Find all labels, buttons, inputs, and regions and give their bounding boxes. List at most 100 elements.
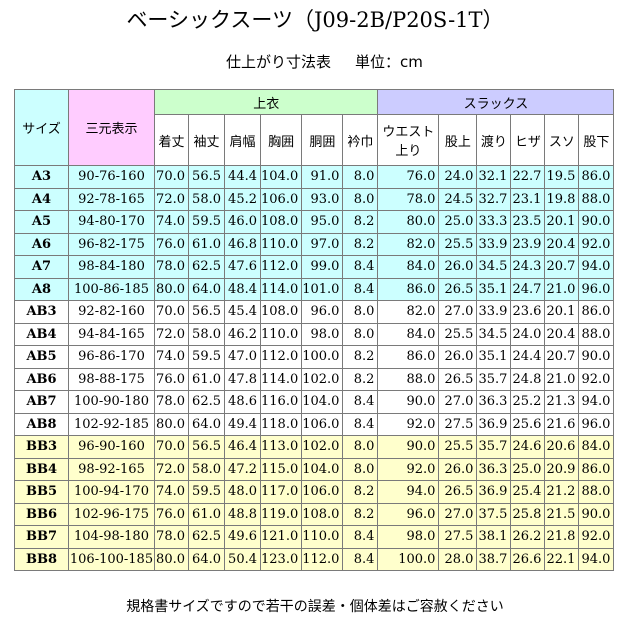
value-cell: 56.5 [188, 435, 225, 459]
size-cell: AB7 [14, 390, 69, 414]
value-cell: 84.0 [578, 435, 615, 459]
header-combo: 三元表示 [68, 89, 155, 166]
value-cell: 25.4 [510, 480, 546, 504]
value-cell: 24.5 [438, 187, 478, 211]
value-cell: 108.0 [259, 300, 303, 324]
value-cell: 96.0 [578, 412, 615, 436]
size-cell: BB5 [14, 480, 69, 504]
value-cell: 76.0 [377, 165, 440, 189]
value-cell: 27.0 [438, 300, 478, 324]
value-cell: 25.6 [510, 412, 546, 436]
value-cell: 34.5 [476, 322, 512, 346]
value-cell: 19.5 [544, 165, 580, 189]
value-cell: 59.5 [188, 345, 225, 369]
header-col: 胴囲 [301, 114, 344, 166]
size-cell: BB6 [14, 502, 69, 526]
header-col: 衿巾 [342, 114, 379, 166]
value-cell: 36.9 [476, 412, 512, 436]
value-cell: 90.0 [578, 345, 615, 369]
value-cell: 20.4 [544, 322, 580, 346]
value-cell: 26.0 [438, 345, 478, 369]
value-cell: 93.0 [301, 187, 344, 211]
value-cell: 108.0 [259, 210, 303, 234]
value-cell: 78.0 [154, 255, 189, 279]
value-cell: 94.0 [578, 547, 615, 571]
value-cell: 8.0 [342, 300, 379, 324]
value-cell: 117.0 [259, 480, 303, 504]
value-cell: 32.1 [476, 165, 512, 189]
size-cell: AB8 [14, 412, 69, 436]
value-cell: 8.4 [342, 390, 379, 414]
table-body: A3 90-76-160 70.0 56.5 44.4 104.0 91.0 8.0 76.0 2… [14, 165, 615, 571]
value-cell: 25.0 [510, 457, 546, 481]
value-cell: 47.2 [224, 457, 261, 481]
combo-cell: 102-96-175 [68, 502, 155, 526]
value-cell: 72.0 [154, 187, 189, 211]
value-cell: 56.5 [188, 300, 225, 324]
table-row: AB7 100-90-180 78.0 62.5 48.6 116.0 104.0 8.4 90… [14, 390, 615, 414]
value-cell: 36.3 [476, 390, 512, 414]
value-cell: 25.5 [438, 435, 478, 459]
value-cell: 88.0 [377, 367, 440, 391]
disclaimer-note: 規格書サイズですので若干の誤差・個体差はご容赦ください [126, 599, 504, 615]
value-cell: 56.5 [188, 165, 225, 189]
value-cell: 8.0 [342, 435, 379, 459]
value-cell: 100.0 [301, 345, 344, 369]
combo-cell: 96-90-160 [68, 435, 155, 459]
value-cell: 26.0 [438, 457, 478, 481]
value-cell: 8.4 [342, 277, 379, 301]
value-cell: 84.0 [377, 255, 440, 279]
value-cell: 33.9 [476, 232, 512, 256]
value-cell: 27.5 [438, 525, 478, 549]
value-cell: 94.0 [578, 390, 615, 414]
value-cell: 45.2 [224, 187, 261, 211]
value-cell: 74.0 [154, 210, 189, 234]
value-cell: 21.0 [544, 367, 580, 391]
value-cell: 47.0 [224, 345, 261, 369]
value-cell: 64.0 [188, 412, 225, 436]
value-cell: 48.0 [224, 480, 261, 504]
value-cell: 47.8 [224, 367, 261, 391]
value-cell: 21.2 [544, 480, 580, 504]
header-col: 胸囲 [259, 114, 303, 166]
value-cell: 58.0 [188, 187, 225, 211]
value-cell: 101.0 [301, 277, 344, 301]
table-row: AB3 92-82-160 70.0 56.5 45.4 108.0 96.0 8.0 82.0… [14, 300, 615, 324]
table-row: BB7 104-98-180 78.0 62.5 49.6 121.0 110.0 8.4 98… [14, 525, 615, 549]
value-cell: 28.0 [438, 547, 478, 571]
value-cell: 76.0 [154, 232, 189, 256]
value-cell: 8.2 [342, 502, 379, 526]
value-cell: 26.5 [438, 277, 478, 301]
value-cell: 100.0 [377, 547, 440, 571]
value-cell: 49.4 [224, 412, 261, 436]
value-cell: 33.9 [476, 300, 512, 324]
value-cell: 8.2 [342, 367, 379, 391]
value-cell: 8.0 [342, 187, 379, 211]
header-col: 股下 [578, 114, 615, 166]
value-cell: 8.4 [342, 547, 379, 571]
combo-cell: 98-92-165 [68, 457, 155, 481]
value-cell: 104.0 [259, 165, 303, 189]
value-cell: 25.5 [438, 232, 478, 256]
combo-cell: 96-86-170 [68, 345, 155, 369]
table-row: A7 98-84-180 78.0 62.5 47.6 112.0 99.0 8.4 84.0 2… [14, 255, 615, 279]
value-cell: 114.0 [259, 277, 303, 301]
value-cell: 25.8 [510, 502, 546, 526]
value-cell: 74.0 [154, 345, 189, 369]
header-col: スソ [544, 114, 580, 166]
value-cell: 112.0 [301, 547, 344, 571]
value-cell: 27.5 [438, 412, 478, 436]
header-slacks-group: スラックス [377, 89, 615, 115]
combo-cell: 106-100-185 [68, 547, 155, 571]
value-cell: 45.4 [224, 300, 261, 324]
value-cell: 46.4 [224, 435, 261, 459]
combo-cell: 92-78-165 [68, 187, 155, 211]
combo-cell: 100-90-180 [68, 390, 155, 414]
table-caption: 仕上がり寸法表 単位：cm [226, 52, 447, 72]
value-cell: 92.0 [377, 457, 440, 481]
value-cell: 8.0 [342, 457, 379, 481]
value-cell: 8.2 [342, 480, 379, 504]
size-cell: AB3 [14, 300, 69, 324]
value-cell: 110.0 [259, 232, 303, 256]
value-cell: 64.0 [188, 547, 225, 571]
